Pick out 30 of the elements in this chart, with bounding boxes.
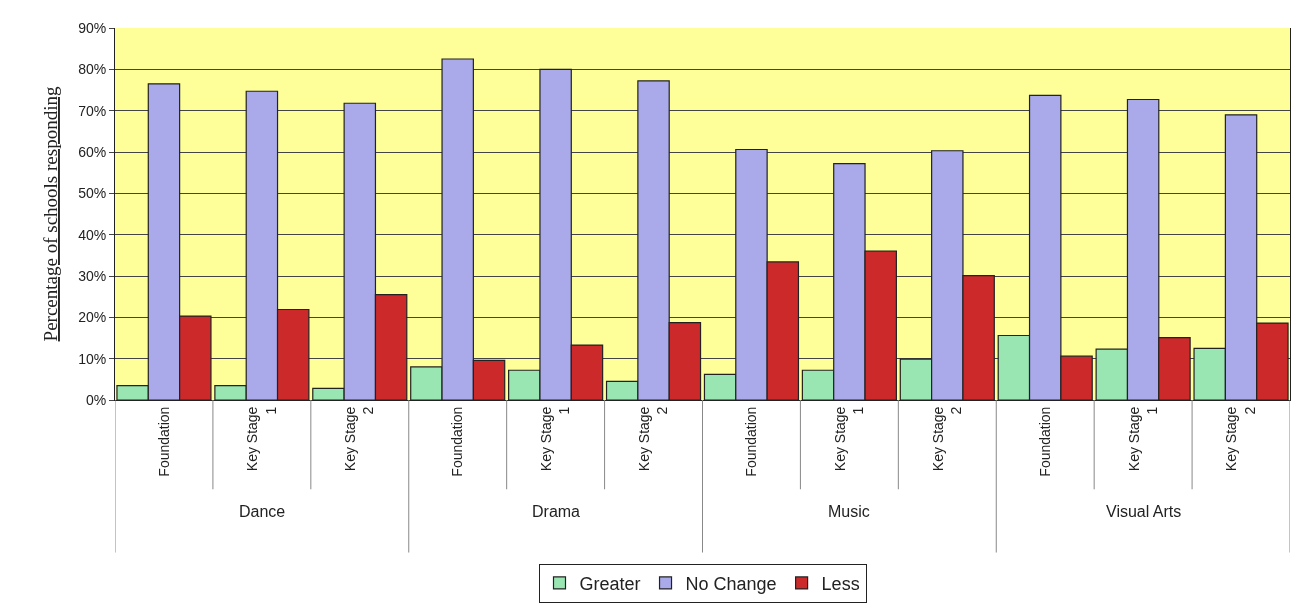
x-tick-label: Foundation	[1036, 406, 1053, 477]
legend-label: Greater	[579, 573, 641, 594]
y-tick-label: 80%	[78, 61, 107, 78]
text: Drama	[532, 503, 581, 520]
x-tick-label: Foundation	[449, 406, 466, 477]
x-tick-label: Key Stage 2	[929, 406, 964, 472]
text: Visual Arts	[1106, 503, 1182, 520]
legend-label: No Change	[685, 573, 777, 594]
text: Dance	[239, 503, 286, 520]
y-tick-label: 0%	[85, 391, 107, 408]
y-tick-label: 20%	[78, 309, 107, 326]
x-tick-label: Key Stage 2	[342, 406, 377, 472]
y-tick-label: 10%	[78, 350, 107, 367]
text: Music	[828, 503, 870, 520]
x-tick-label: Key Stage 2	[1223, 406, 1258, 472]
y-tick-label: 90%	[78, 19, 107, 36]
x-tick-label: Foundation	[743, 406, 760, 477]
x-tick-label: Key Stage 1	[831, 406, 867, 472]
x-tick-label: Key Stage 1	[1125, 406, 1160, 472]
y-tick-label: 60%	[78, 143, 107, 160]
y-tick-label: 50%	[78, 185, 107, 202]
x-tick-label: Key Stage 1	[244, 406, 279, 472]
y-tick-label: 30%	[78, 267, 107, 284]
legend-label: Less	[821, 573, 860, 594]
x-tick-label: Key Stage 1	[538, 406, 573, 472]
y-tick-label: 40%	[78, 226, 107, 243]
y-axis-title: Percentage of schools responding	[40, 86, 62, 342]
x-tick-label: Key Stage 2	[635, 406, 671, 472]
x-tick-label: Foundation	[155, 406, 172, 477]
y-tick-label: 70%	[78, 102, 107, 119]
